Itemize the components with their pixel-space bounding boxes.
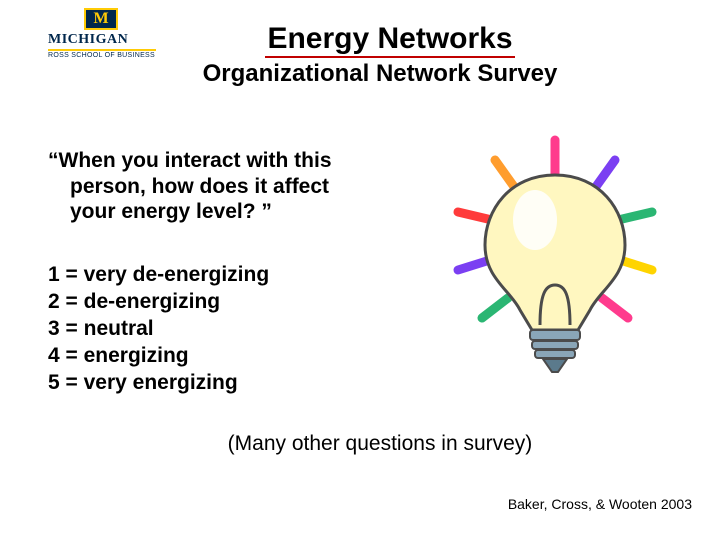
slide-subtitle: Organizational Network Survey: [0, 60, 720, 88]
question-line-1: “When you interact with this: [48, 149, 332, 172]
scale-item-5: 5 = very energizing: [48, 370, 269, 397]
scale-item-2: 2 = de-energizing: [48, 289, 269, 316]
citation: Baker, Cross, & Wooten 2003: [508, 496, 692, 512]
scale-item-1: 1 = very de-energizing: [48, 262, 269, 289]
survey-question: “When you interact with this person, how…: [48, 148, 408, 225]
scale-item-3: 3 = neutral: [48, 316, 269, 343]
question-line-2: person, how does it affect: [48, 174, 408, 200]
scale-item-4: 4 = energizing: [48, 343, 269, 370]
question-line-3: your energy level? ”: [48, 199, 408, 225]
scale-list: 1 = very de-energizing 2 = de-energizing…: [48, 262, 269, 396]
lightbulb-icon: [430, 120, 680, 380]
slide-title: Energy Networks: [265, 22, 514, 58]
survey-note: (Many other questions in survey): [0, 432, 720, 456]
title-row: Energy Networks: [0, 22, 720, 58]
